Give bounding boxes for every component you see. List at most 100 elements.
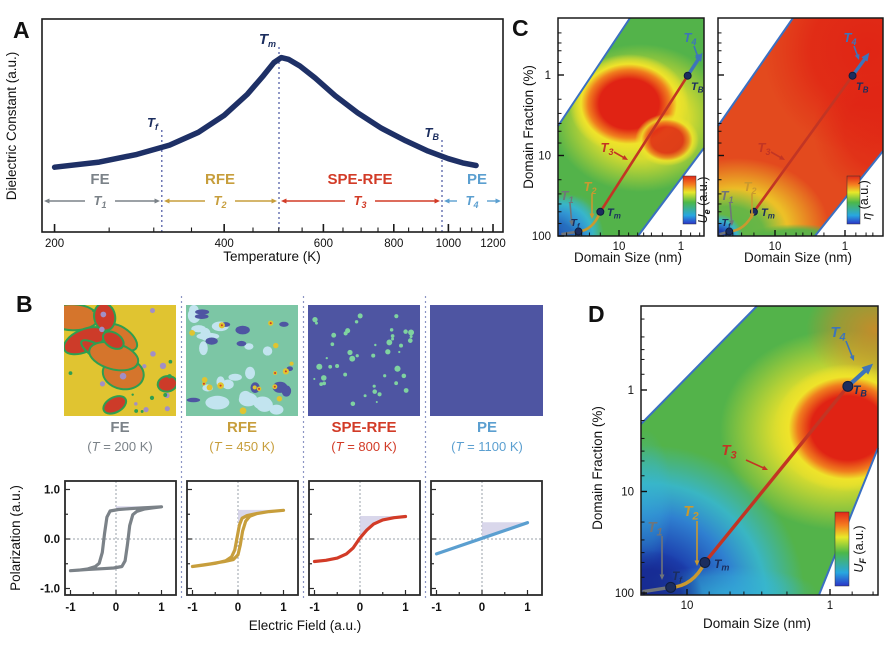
micrograph-pe — [430, 305, 543, 416]
c-axis-ticks: 10 1 1 10 100 10 1 — [532, 32, 874, 253]
d-heatmap-uf — [641, 306, 878, 595]
b-micrographs — [64, 305, 543, 416]
sperfe-dot — [328, 364, 333, 369]
point-tb — [842, 380, 854, 392]
b-phase-fe: FE — [110, 419, 129, 436]
a-t1-label: T1 — [94, 193, 107, 210]
point-tb — [848, 71, 857, 80]
loop-x-tick-label: 1 — [402, 602, 409, 614]
micrograph-fe — [64, 305, 176, 416]
a-t4-label: T4 — [466, 193, 479, 210]
traj-seg-t3 — [703, 385, 850, 564]
point-tf — [574, 227, 583, 236]
d-trajectory — [642, 340, 874, 594]
micrograph-rfe — [186, 305, 298, 416]
arrow-line — [770, 151, 783, 159]
rfe-speck — [206, 384, 213, 391]
fe-domain — [101, 330, 125, 350]
sperfe-dot — [403, 388, 409, 393]
sperfe-dot — [343, 372, 348, 377]
fe-speck — [84, 349, 87, 352]
rfe-patch — [235, 325, 250, 335]
rfe-patch — [222, 379, 234, 390]
c-right-x-axis-label: Domain Size (nm) — [744, 250, 852, 265]
colorbar-eta: η (a.u.) — [846, 175, 874, 225]
rfe-speck — [220, 324, 223, 327]
c-left-frame — [557, 17, 705, 237]
panel-c: C Domain Fraction (%) Domain Size (nm) D… — [512, 15, 884, 265]
panel-d-letter: D — [588, 301, 605, 327]
sperfe-dot — [375, 401, 378, 404]
a-plot-frame — [41, 18, 504, 233]
rfe-patch — [239, 390, 252, 404]
sperfe-dot — [319, 382, 324, 387]
sperfe-dot — [409, 335, 413, 339]
panel-d: D Domain Fraction (%) Domain Size (nm) U… — [588, 301, 879, 631]
panel-a-letter: A — [13, 17, 30, 43]
d-axis-ticks: 10 1 1 10 100 — [615, 318, 874, 612]
b-phase-labels: FE RFE SPE-RFE PE (T = 200 K) (T = 450 K… — [87, 419, 523, 454]
fe-domain — [156, 375, 176, 393]
fe-speck — [134, 409, 139, 413]
sperfe-dot — [391, 337, 395, 341]
loop-frame — [186, 480, 299, 596]
a-tf-label: Tf — [147, 115, 159, 132]
sperfe-dot — [335, 363, 340, 368]
a-x-axis-label: Temperature (K) — [223, 249, 321, 264]
arrow-head — [589, 213, 595, 219]
dielectric-curve — [51, 54, 479, 170]
sperfe-dot — [385, 349, 391, 355]
pe-loop-curve — [312, 514, 408, 564]
sperfe-dot — [313, 377, 316, 381]
sperfe-dot — [345, 328, 351, 334]
b-phase-rfe: RFE — [227, 419, 257, 436]
sperfe-dot — [349, 355, 356, 362]
c-left-t1: T1 — [561, 188, 574, 205]
rfe-patch — [262, 346, 273, 356]
rfe-speck — [201, 377, 208, 383]
sperfe-dot — [401, 373, 407, 379]
rfe-patch — [186, 397, 201, 403]
c-trajectories — [561, 45, 870, 236]
fe-speck — [142, 364, 147, 369]
a-region-sperfe: SPE-RFE — [327, 171, 392, 188]
rfe-patch — [205, 337, 218, 345]
x-tick-label: 800 — [384, 238, 403, 250]
rfe-patch — [205, 395, 230, 410]
fe-speck — [159, 362, 167, 370]
y-tick-label: 1 — [545, 70, 551, 82]
b-phase-sperfe: SPE-RFE — [331, 419, 396, 436]
sperfe-dot — [330, 342, 335, 347]
sperfe-dot — [383, 374, 387, 378]
point-tf — [725, 227, 734, 236]
fe-speck — [164, 406, 170, 412]
x-tick-label: 10 — [613, 241, 626, 253]
sperfe-dot — [325, 357, 328, 360]
x-tick-label: 400 — [215, 238, 234, 250]
b-temp-rfe: (T = 450 K) — [209, 439, 274, 454]
y-tick-label: 100 — [615, 588, 634, 600]
c-right-tf: Tf — [722, 217, 732, 231]
rfe-speck — [276, 396, 283, 402]
arrow-head — [154, 198, 160, 204]
a-region-fe: FE — [90, 171, 109, 188]
c-right-t3: T3 — [758, 140, 771, 157]
loop-x-tick-label: -1 — [187, 602, 198, 614]
micrograph-sperfe — [308, 305, 420, 416]
b-phase-pe: PE — [477, 419, 497, 436]
traj-seg-t3 — [599, 74, 689, 213]
arrow-head — [779, 155, 785, 160]
rfe-speck — [252, 385, 257, 390]
arrow-line — [613, 151, 626, 159]
sperfe-dot — [354, 320, 359, 324]
loop-frame — [308, 480, 421, 596]
rfe-speck — [273, 385, 276, 388]
rfe-patch — [199, 341, 208, 356]
c-left-tb: TB — [691, 81, 704, 95]
pe-loop-curve — [190, 508, 286, 569]
d-t4: T4 — [830, 324, 845, 344]
b-temp-pe: (T = 1100 K) — [451, 439, 523, 454]
loop-x-tick-label: 1 — [158, 602, 165, 614]
arrow-head — [271, 198, 277, 204]
